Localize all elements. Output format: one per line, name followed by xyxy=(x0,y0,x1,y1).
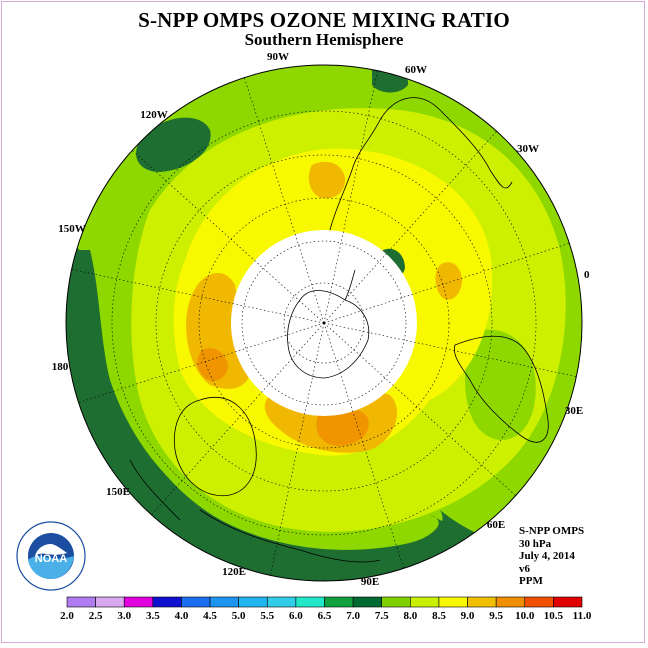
info-satellite: S-NPP OMPS xyxy=(519,525,585,537)
meridian-line xyxy=(323,322,577,377)
colorbar-tick-label: 9.5 xyxy=(489,610,503,622)
longitude-label: 60E xyxy=(487,519,505,531)
colorbar-tick-label: 4.5 xyxy=(203,610,217,622)
colorbar-tick-label: 6.5 xyxy=(318,610,332,622)
colorbar-tick-label: 5.5 xyxy=(260,610,274,622)
info-date: July 4, 2014 xyxy=(519,550,575,562)
dark-orange-patch-west xyxy=(197,348,228,381)
meridian-line xyxy=(323,131,497,324)
colorbar-tick-label: 5.0 xyxy=(232,610,246,622)
south-pole-marker xyxy=(322,321,326,325)
antarctica-coast xyxy=(287,290,370,379)
australia-coast xyxy=(174,397,257,497)
colorbar-swatch xyxy=(123,596,154,608)
colorbar-swatch xyxy=(438,596,468,608)
meridian-line xyxy=(71,269,325,324)
noaa-logo: NOAA xyxy=(15,520,87,592)
colorbar-swatch xyxy=(266,596,297,608)
longitude-label: 120E xyxy=(222,566,246,578)
colorbar-tick-label: 2.0 xyxy=(60,610,74,622)
meridian-line xyxy=(243,77,325,324)
colorbar-swatch xyxy=(209,596,239,608)
longitude-label: 0 xyxy=(584,269,590,281)
info-pressure-level: 30 hPa xyxy=(519,537,552,550)
map-title: S-NPP OMPS OZONE MIXING RATIO xyxy=(138,8,510,32)
colorbar-swatch xyxy=(95,596,125,608)
south-america-coast xyxy=(329,97,513,231)
longitude-label: 30W xyxy=(517,143,539,155)
colorbar-tick-label: 4.0 xyxy=(175,610,189,622)
dark-green-patch-120w xyxy=(136,117,211,172)
orange-patch-east xyxy=(435,262,462,300)
colorbar-swatch xyxy=(181,596,211,608)
latitude-circles xyxy=(111,110,537,536)
indonesia-coast xyxy=(199,509,381,563)
colorbar-tick-label: 7.0 xyxy=(346,610,360,622)
meridian-line xyxy=(323,70,378,324)
info-units: PPM xyxy=(519,575,543,587)
orange-patch-north xyxy=(308,161,346,199)
colorbar-swatch xyxy=(524,596,554,608)
meridian-line xyxy=(270,322,325,576)
noaa-logo-text: NOAA xyxy=(35,553,67,565)
meridian-line xyxy=(78,322,325,404)
dark-green-band-fill xyxy=(66,250,582,581)
colorbar-tick-label: 7.5 xyxy=(375,610,389,622)
meridian-line xyxy=(323,322,516,496)
longitude-label: 180 xyxy=(52,361,69,373)
meridian-line xyxy=(323,242,570,324)
colorbar-tick-label: 2.5 xyxy=(89,610,103,622)
green-lobe-east xyxy=(465,329,536,440)
coastlines xyxy=(129,97,549,563)
meridian-line xyxy=(323,322,405,569)
colorbar-tick-label: 8.0 xyxy=(403,610,417,622)
antarctic-peninsula xyxy=(344,269,356,301)
new-zealand-islands xyxy=(129,459,181,521)
ozone-field xyxy=(66,65,582,581)
map-subtitle: Southern Hemisphere xyxy=(244,30,404,49)
longitude-labels: 90W 60W 30W 0 30E 60E 90E 120E 150E 180 150W 120W xyxy=(52,51,590,588)
colorbar-swatch xyxy=(467,596,497,608)
colorbar: 2.0 2.5 3.0 3.5 4.0 4.5 5.0 5.5 6.0 6.5 7.0 7.5 8.0 8… xyxy=(60,596,592,622)
colorbar-tick-label: 3.5 xyxy=(146,610,160,622)
colorbar-swatch xyxy=(152,596,182,608)
longitude-label: 120W xyxy=(140,109,168,121)
longitude-label: 150E xyxy=(106,486,130,498)
colorbar-tick-label: 8.5 xyxy=(432,610,446,622)
meridian-line xyxy=(151,322,325,515)
info-version: v6 xyxy=(519,562,530,575)
colorbar-tick-label: 9.0 xyxy=(461,610,475,622)
colorbar-swatch xyxy=(238,596,268,608)
colorbar-swatch xyxy=(66,596,96,608)
colorbar-swatch xyxy=(495,596,526,608)
longitude-label: 60W xyxy=(405,64,427,76)
colorbar-swatch xyxy=(553,596,583,608)
colorbar-swatch xyxy=(324,596,354,608)
map-info-block: S-NPP OMPS 30 hPa July 4, 2014 v6 PPM xyxy=(519,525,584,588)
colorbar-swatch xyxy=(381,596,411,608)
longitude-label: 90E xyxy=(361,576,379,588)
africa-coast xyxy=(453,335,549,443)
dark-orange-patch-south xyxy=(316,407,369,446)
colorbar-tick-label: 3.0 xyxy=(117,610,131,622)
colorbar-tick-label: 11.0 xyxy=(573,610,592,622)
colorbar-tick-label: 10.5 xyxy=(544,610,564,622)
meridian-line xyxy=(132,150,325,324)
colorbar-tick-label: 10.0 xyxy=(515,610,535,622)
meridian-lines xyxy=(71,70,577,576)
colorbar-swatch xyxy=(295,596,325,608)
longitude-label: 90W xyxy=(267,51,289,63)
colorbar-swatch xyxy=(410,596,440,608)
longitude-label: 30E xyxy=(565,405,583,417)
longitude-label: 150W xyxy=(58,223,86,235)
colorbar-swatch xyxy=(352,596,383,608)
colorbar-tick-label: 6.0 xyxy=(289,610,303,622)
map-boundary xyxy=(65,64,583,582)
